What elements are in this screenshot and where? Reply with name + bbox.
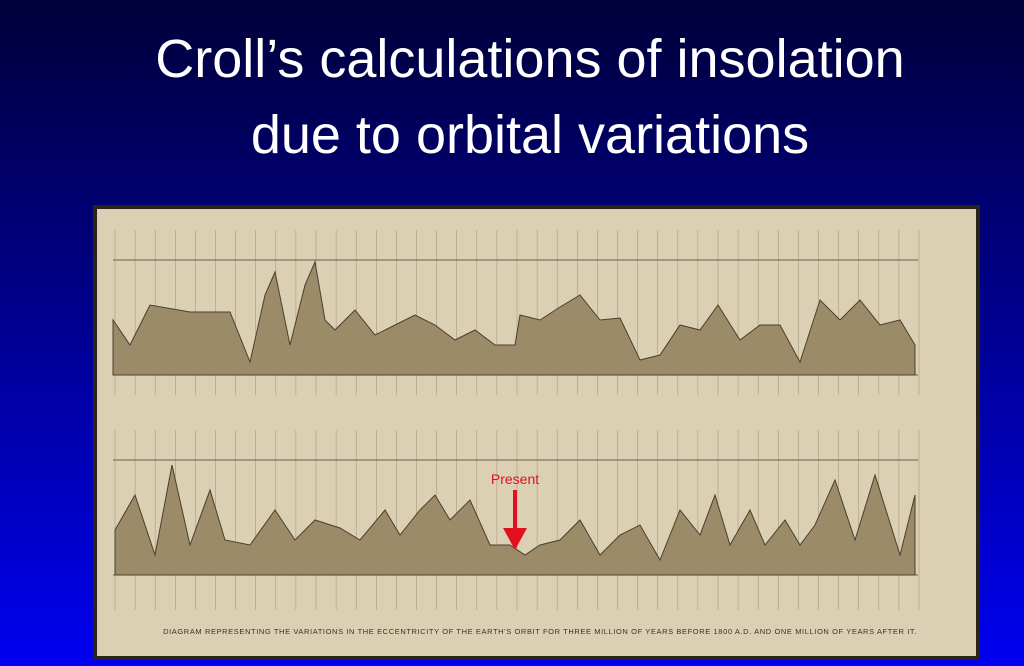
caption: DIAGRAM REPRESENTING THE VARIATIONS IN T… bbox=[163, 627, 917, 636]
eccentricity-silhouette bbox=[114, 464, 916, 576]
annotation: Present bbox=[491, 471, 539, 487]
title-line: Croll’s calculations of insolation bbox=[155, 29, 905, 89]
paper bbox=[97, 209, 976, 656]
eccentricity-silhouette bbox=[112, 260, 916, 376]
arrow-head bbox=[503, 528, 527, 550]
title-line: due to orbital variations bbox=[250, 105, 810, 165]
